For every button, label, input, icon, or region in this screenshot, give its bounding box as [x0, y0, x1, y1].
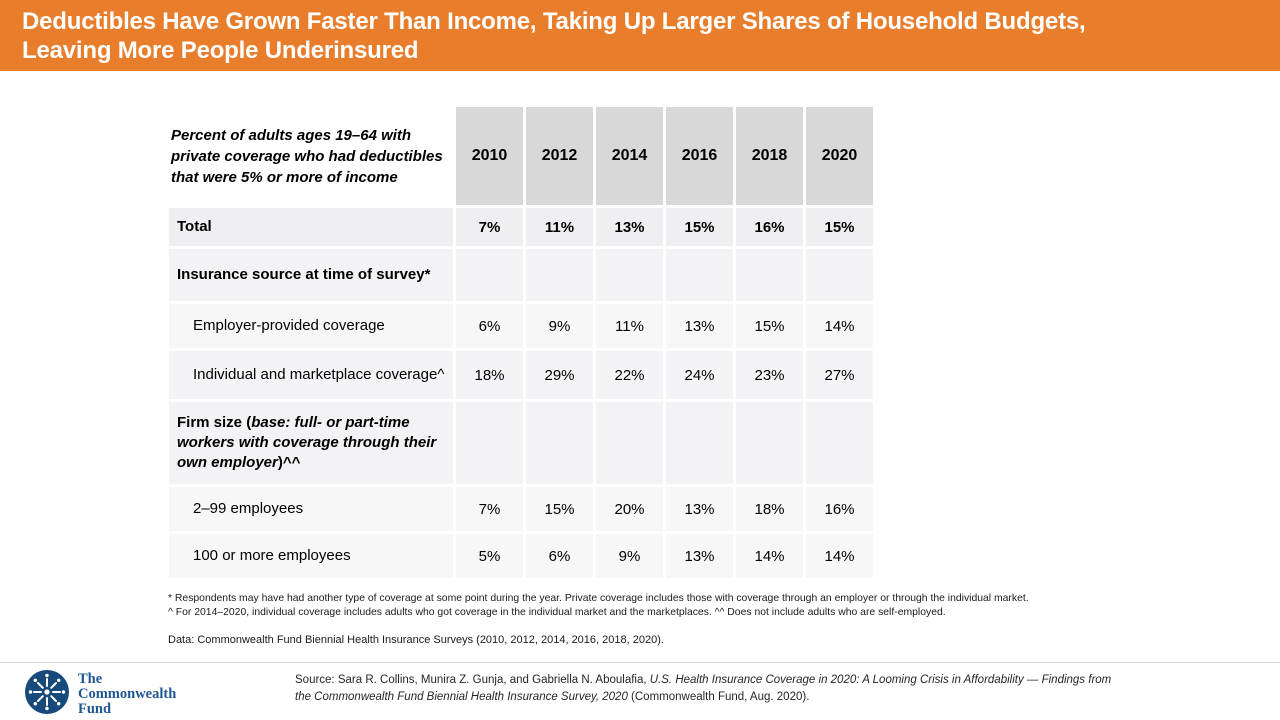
row-label-italic: base: full- or part-time workers with co…: [177, 414, 437, 471]
footnotes: * Respondents may have had another type …: [168, 592, 1276, 647]
footnote-line1: * Respondents may have had another type …: [168, 593, 1029, 604]
value-cell: [526, 402, 593, 484]
value-cell: [666, 249, 733, 301]
value-cell: 29%: [526, 351, 593, 399]
slide-title-line1: Deductibles Have Grown Faster Than Incom…: [22, 8, 1086, 35]
year-header-cell: 2010: [456, 107, 523, 205]
value-cell: 18%: [456, 351, 523, 399]
value-cell: 24%: [666, 351, 733, 399]
value-cell: [806, 249, 873, 301]
table-row: Total 7% 11% 13% 15% 16% 15%: [169, 208, 873, 246]
snowflake-medallion-icon: [24, 669, 70, 720]
value-cell: 16%: [806, 487, 873, 531]
row-label-cell: 100 or more employees: [169, 534, 453, 578]
value-cell: 13%: [666, 534, 733, 578]
logo-wordmark-line2: Commonwealth: [78, 686, 177, 702]
source-citation-title: U.S. Health Insurance Coverage in 2020: …: [295, 674, 1112, 703]
value-cell: 9%: [596, 534, 663, 578]
logo-wordmark-line3: Fund: [78, 701, 112, 717]
footnote-line2: ^ For 2014–2020, individual coverage inc…: [168, 607, 946, 618]
table-row: 100 or more employees 5% 6% 9% 13% 14% 14%: [169, 534, 873, 578]
value-cell: 7%: [456, 487, 523, 531]
table-row: Employer-provided coverage 6% 9% 11% 13% 15% 1…: [169, 304, 873, 348]
value-cell: 9%: [526, 304, 593, 348]
value-cell: 13%: [666, 304, 733, 348]
value-cell: 23%: [736, 351, 803, 399]
table-row: Individual and marketplace coverage^ 18% 2…: [169, 351, 873, 399]
year-header-cell: 2020: [806, 107, 873, 205]
year-header-cell: 2018: [736, 107, 803, 205]
source-citation-prefix: Source: Sara R. Collins, Munira Z. Gunja…: [295, 674, 650, 686]
table-row: Insurance source at time of survey*: [169, 249, 873, 301]
value-cell: [596, 402, 663, 484]
row-label-cell: Total: [169, 208, 453, 246]
value-cell: 15%: [736, 304, 803, 348]
row-label-cell: Employer-provided coverage: [169, 304, 453, 348]
value-cell: 7%: [456, 208, 523, 246]
value-cell: 13%: [596, 208, 663, 246]
value-cell: [666, 402, 733, 484]
deductibles-table: Percent of adults ages 19–64 with privat…: [166, 104, 876, 581]
year-header-cell: 2016: [666, 107, 733, 205]
value-cell: 6%: [456, 304, 523, 348]
value-cell: 22%: [596, 351, 663, 399]
row-label-cell: 2–99 employees: [169, 487, 453, 531]
value-cell: 14%: [736, 534, 803, 578]
row-label-cell: Firm size (base: full- or part-time work…: [169, 402, 453, 484]
value-cell: 20%: [596, 487, 663, 531]
year-header-cell: 2014: [596, 107, 663, 205]
value-cell: 11%: [596, 304, 663, 348]
logo-wordmark-line1: The: [78, 671, 103, 687]
value-cell: 16%: [736, 208, 803, 246]
table-container: Percent of adults ages 19–64 with privat…: [166, 104, 876, 581]
value-cell: 14%: [806, 304, 873, 348]
slide-title-line2: Leaving More People Underinsured: [22, 37, 419, 64]
value-cell: [596, 249, 663, 301]
value-cell: 15%: [666, 208, 733, 246]
table-row: 2–99 employees 7% 15% 20% 13% 18% 16%: [169, 487, 873, 531]
value-cell: 11%: [526, 208, 593, 246]
value-cell: 15%: [526, 487, 593, 531]
source-citation-suffix: (Commonwealth Fund, Aug. 2020).: [631, 691, 810, 703]
commonwealth-fund-logo: The Commonwealth Fund: [24, 669, 176, 720]
logo-wordmark: The Commonwealth Fund: [78, 672, 176, 717]
title-banner: Deductibles Have Grown Faster Than Incom…: [0, 0, 1280, 71]
table-row: Firm size (base: full- or part-time work…: [169, 402, 873, 484]
row-label-suffix: )^^: [277, 454, 301, 471]
table-title-cell: Percent of adults ages 19–64 with privat…: [169, 107, 453, 205]
value-cell: [526, 249, 593, 301]
value-cell: 5%: [456, 534, 523, 578]
footer: The Commonwealth Fund Source: Sara R. Co…: [0, 662, 1280, 720]
data-source-line: Data: Commonwealth Fund Biennial Health …: [168, 634, 664, 646]
row-label-cell: Individual and marketplace coverage^: [169, 351, 453, 399]
value-cell: 13%: [666, 487, 733, 531]
source-citation: Source: Sara R. Collins, Munira Z. Gunja…: [295, 672, 1125, 706]
value-cell: [456, 402, 523, 484]
value-cell: [806, 402, 873, 484]
value-cell: 15%: [806, 208, 873, 246]
value-cell: 6%: [526, 534, 593, 578]
value-cell: [456, 249, 523, 301]
year-header-cell: 2012: [526, 107, 593, 205]
value-cell: 14%: [806, 534, 873, 578]
row-label-cell: Insurance source at time of survey*: [169, 249, 453, 301]
row-label-prefix: Firm size (: [177, 414, 252, 431]
value-cell: 18%: [736, 487, 803, 531]
value-cell: [736, 249, 803, 301]
value-cell: 27%: [806, 351, 873, 399]
table-header-row: Percent of adults ages 19–64 with privat…: [169, 107, 873, 205]
value-cell: [736, 402, 803, 484]
